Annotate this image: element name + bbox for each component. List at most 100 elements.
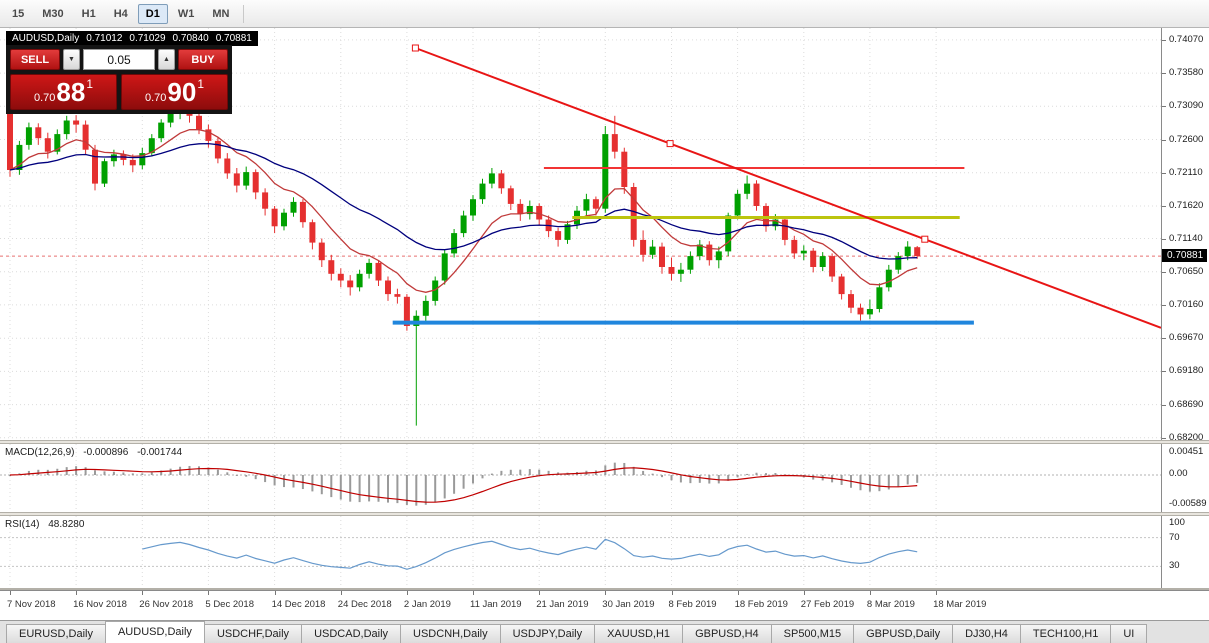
ohlc-close: 0.70881: [215, 33, 252, 44]
time-axis-tick: [869, 591, 871, 595]
pane-divider[interactable]: [0, 588, 1209, 590]
time-axis-label: 18 Feb 2019: [734, 599, 788, 610]
timeframe-button-h1[interactable]: H1: [74, 4, 104, 24]
volume-down-button[interactable]: ▼: [63, 49, 80, 70]
time-axis-tick: [473, 591, 474, 595]
price-axis-tick: [1162, 139, 1166, 141]
timeframe-button-15[interactable]: 15: [4, 4, 32, 24]
sell-price-prefix: 0.70: [33, 92, 56, 104]
trendline-handle[interactable]: [666, 140, 674, 148]
moving-average-26: [9, 142, 918, 260]
trade-controls-row: SELL ▼ ▲ BUY: [10, 49, 228, 70]
macd-pane[interactable]: MACD(12,26,9) -0.000896 -0.001744: [0, 444, 1161, 512]
buy-price-prefix: 0.70: [144, 92, 167, 104]
price-axis-label: 0.68690: [1169, 398, 1204, 410]
one-click-trade-panel: SELL ▼ ▲ BUY 0.70 88 1 0.70 90 1: [6, 45, 232, 114]
macd-label: MACD(12,26,9): [5, 447, 75, 458]
chart-symbol-title: AUDUSD,Daily: [12, 33, 80, 44]
pane-divider[interactable]: [0, 512, 1209, 516]
tab-usdcnh-daily[interactable]: USDCNH,Daily: [400, 624, 501, 643]
trendline-handle[interactable]: [411, 44, 419, 52]
chart-window: AUDUSD,Daily 0.71012 0.71029 0.70840 0.7…: [0, 28, 1209, 620]
macd-scale-bottom: -0.00589: [1169, 498, 1207, 509]
price-axis-label: 0.69180: [1169, 365, 1204, 377]
time-axis-label: 5 Dec 2018: [205, 599, 254, 610]
tab-xauusd-h1[interactable]: XAUUSD,H1: [594, 624, 684, 643]
descending-trendline[interactable]: [415, 47, 1161, 329]
time-axis-label: 18 Mar 2019: [933, 599, 987, 610]
tab-gbpusd-h4[interactable]: GBPUSD,H4: [682, 624, 772, 643]
tab-usdcad-daily[interactable]: USDCAD,Daily: [301, 624, 402, 643]
price-axis-label: 0.69670: [1169, 332, 1204, 344]
time-axis-label: 21 Jan 2019: [536, 599, 589, 610]
price-axis-tick: [1162, 404, 1166, 406]
trade-prices-row: 0.70 88 1 0.70 90 1: [10, 74, 228, 110]
macd-chart: [0, 444, 1161, 512]
macd-scale-zero: 0.00: [1169, 468, 1188, 479]
sell-price-big: 88: [56, 77, 86, 107]
price-axis-label: 0.68200: [1169, 431, 1204, 443]
tab-audusd-daily[interactable]: AUDUSD,Daily: [104, 621, 205, 643]
time-axis-tick: [274, 591, 276, 595]
time-axis-label: 8 Feb 2019: [668, 599, 717, 610]
buy-button[interactable]: BUY: [178, 49, 228, 70]
rsi-chart: [0, 516, 1161, 588]
candles: [7, 100, 921, 426]
price-axis-label: 0.74070: [1169, 33, 1204, 45]
tab-tech100-h1[interactable]: TECH100,H1: [1019, 624, 1112, 643]
price-axis-tick: [1162, 371, 1166, 373]
ohlc-high: 0.71029: [129, 33, 166, 44]
price-axis-label: 0.73090: [1169, 100, 1204, 112]
price-axis-tick: [1162, 437, 1166, 439]
tab-ui[interactable]: UI: [1110, 624, 1148, 643]
buy-price-big: 90: [167, 77, 197, 107]
timeframe-button-m30[interactable]: M30: [34, 4, 71, 24]
time-axis-tick: [76, 591, 78, 595]
tab-dj30-h4[interactable]: DJ30,H4: [952, 624, 1021, 643]
timeframe-button-w1[interactable]: W1: [170, 4, 203, 24]
price-axis-tick: [1162, 106, 1166, 108]
sell-button[interactable]: SELL: [10, 49, 60, 70]
timeframe-button-mn[interactable]: MN: [204, 4, 237, 24]
timeframe-toolbar: 15 M30 H1 H4 D1 W1 MN: [0, 0, 1209, 28]
timeframe-button-h4[interactable]: H4: [106, 4, 136, 24]
tab-usdchf-daily[interactable]: USDCHF,Daily: [203, 624, 303, 643]
ohlc-open: 0.71012: [86, 33, 123, 44]
volume-up-button[interactable]: ▲: [158, 49, 175, 70]
timeframe-button-d1[interactable]: D1: [137, 3, 168, 24]
moving-average-9: [9, 129, 918, 293]
trendline-handle[interactable]: [921, 235, 929, 243]
rsi-pane[interactable]: RSI(14) 48.8280: [0, 516, 1161, 588]
main-chart-pane[interactable]: AUDUSD,Daily 0.71012 0.71029 0.70840 0.7…: [0, 28, 1161, 440]
sell-price-display[interactable]: 0.70 88 1: [10, 74, 117, 110]
time-axis[interactable]: 7 Nov 2018 16 Nov 2018 26 Nov 2018 5 Dec 20…: [0, 590, 1209, 620]
rsi-scale-100: 100: [1169, 517, 1185, 528]
time-axis-tick: [539, 591, 541, 595]
price-axis-label: 0.72110: [1169, 166, 1203, 178]
macd-value-main: -0.000896: [83, 447, 129, 458]
tab-usdjpy-daily[interactable]: USDJPY,Daily: [499, 624, 596, 643]
tab-sp500-m15[interactable]: SP500,M15: [770, 624, 855, 643]
time-axis-tick: [406, 591, 408, 595]
price-axis-tick: [1162, 304, 1166, 306]
price-axis-tick: [1162, 271, 1166, 273]
time-axis-label: 24 Dec 2018: [337, 599, 392, 610]
rsi-line: [142, 538, 918, 570]
volume-input[interactable]: [83, 49, 155, 70]
time-axis-tick: [142, 591, 144, 595]
time-axis-label: 11 Jan 2019: [470, 599, 522, 610]
chart-title-overlay: AUDUSD,Daily 0.71012 0.71029 0.70840 0.7…: [6, 31, 258, 46]
price-axis[interactable]: 0.70881 0.00451 0.00 -0.00589 100 70 30 …: [1161, 28, 1209, 590]
time-axis-tick: [737, 591, 739, 595]
tab-gbpusd-daily[interactable]: GBPUSD,Daily: [853, 624, 954, 643]
rsi-scale-70: 70: [1169, 532, 1180, 543]
buy-price-sup: 1: [197, 77, 205, 91]
time-axis-tick: [803, 591, 805, 595]
current-price-tag: 0.70881: [1162, 249, 1208, 263]
buy-price-display[interactable]: 0.70 90 1: [121, 74, 228, 110]
price-axis-label: 0.70160: [1169, 298, 1204, 310]
pane-divider[interactable]: [0, 440, 1209, 444]
time-axis-label: 8 Mar 2019: [866, 599, 915, 610]
tab-eurusd-daily[interactable]: EURUSD,Daily: [6, 624, 106, 643]
rsi-scale-30: 30: [1169, 560, 1180, 571]
